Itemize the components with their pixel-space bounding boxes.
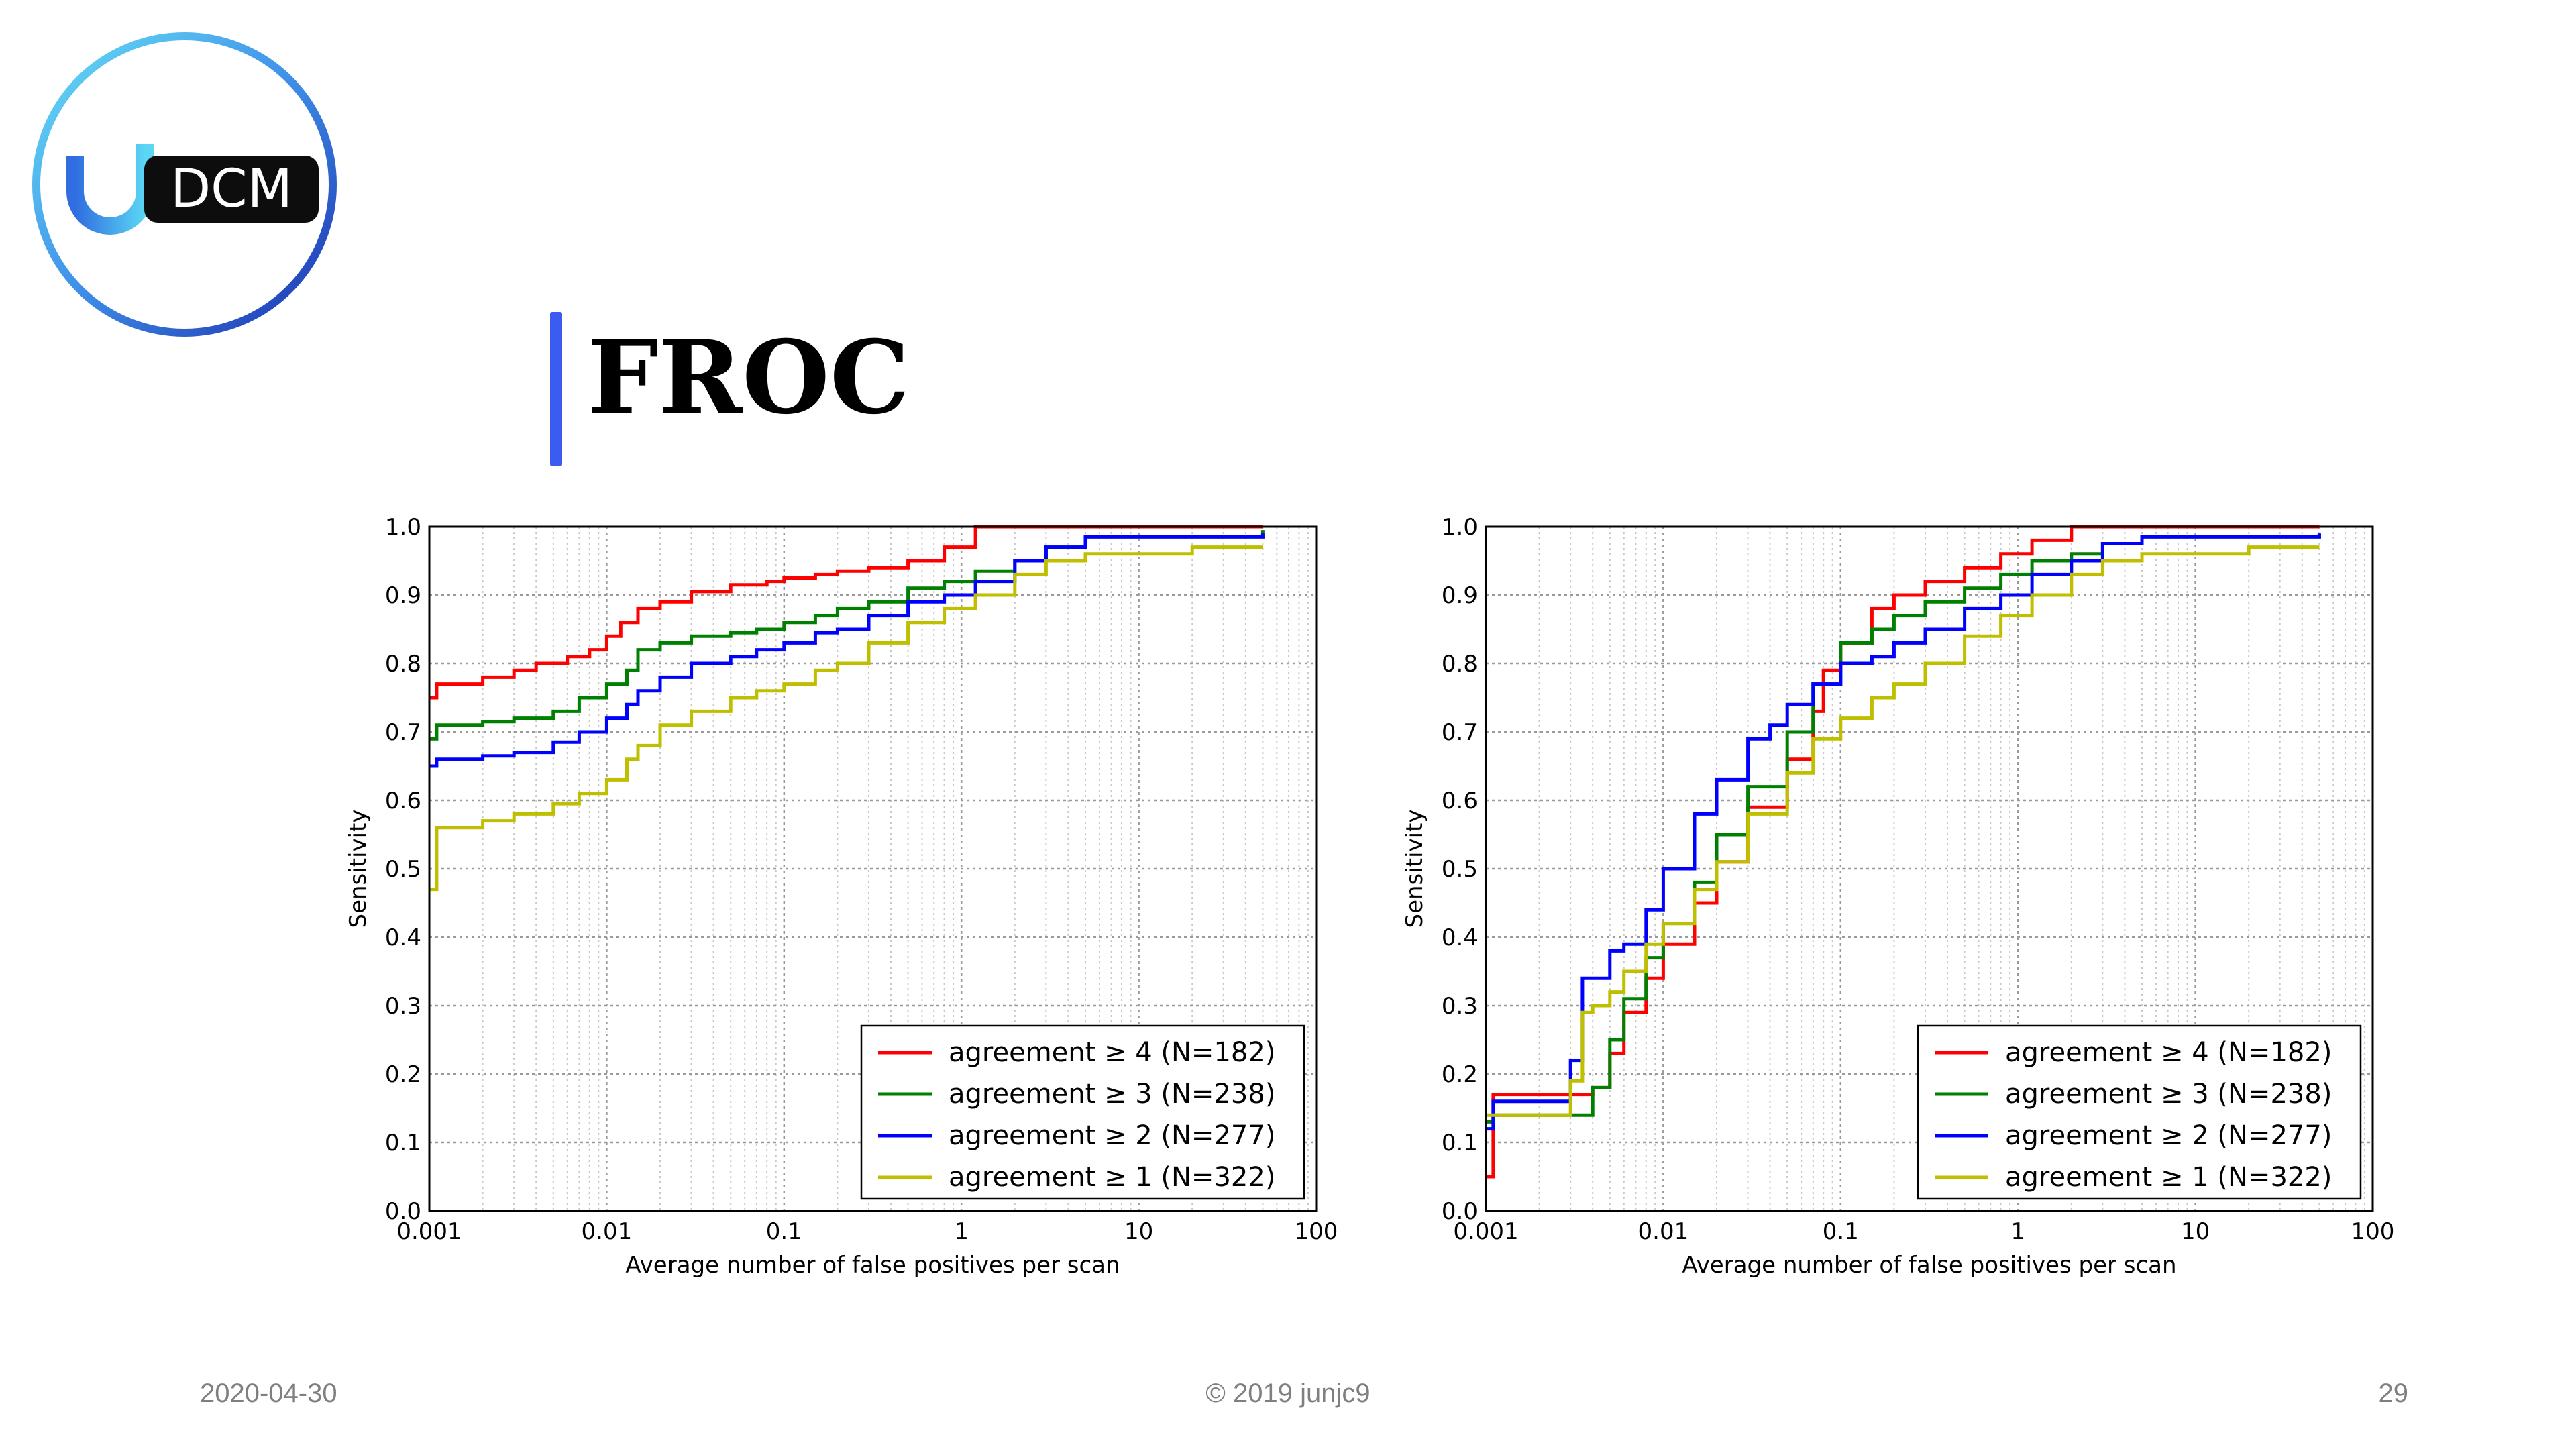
y-axis-label: Sensitivity [345, 809, 372, 928]
legend-label: agreement ≥ 3 (N=238) [2005, 1079, 2332, 1110]
x-tick-label: 0.1 [1823, 1218, 1859, 1245]
series-line-3 [1486, 533, 2321, 1131]
series-line-2 [1486, 533, 2321, 1124]
y-tick-label: 0.6 [385, 788, 421, 814]
legend-label: agreement ≥ 4 (N=182) [2005, 1037, 2332, 1068]
y-tick-label: 1.0 [1442, 514, 1478, 541]
x-tick-label: 1 [2010, 1218, 2025, 1245]
x-axis-label: Average number of false positives per sc… [625, 1252, 1120, 1279]
series-line-1 [1486, 525, 2320, 1179]
y-axis-label: Sensitivity [1401, 809, 1428, 928]
legend-label: agreement ≥ 4 (N=182) [949, 1037, 1275, 1068]
x-tick-label: 10 [1124, 1218, 1153, 1245]
y-tick-label: 0.1 [1442, 1130, 1478, 1157]
footer-date: 2020-04-30 [200, 1379, 337, 1408]
logo-dcm-badge [144, 156, 319, 223]
y-tick-label: 0.9 [1442, 582, 1478, 609]
x-axis-label: Average number of false positives per sc… [1682, 1252, 2176, 1279]
legend-label: agreement ≥ 1 (N=322) [949, 1162, 1275, 1193]
legend: agreement ≥ 4 (N=182) agreement ≥ 3 (N=23… [1917, 1024, 2362, 1200]
y-tick-label: 0.8 [385, 651, 421, 678]
slide-title: FROC [587, 319, 910, 437]
x-tick-label: 0.001 [1453, 1218, 1518, 1245]
logo-u-mark [66, 144, 154, 235]
y-tick-label: 0.0 [1442, 1198, 1478, 1225]
title-accent-bar [550, 312, 562, 466]
y-tick-label: 0.4 [385, 924, 421, 951]
froc-chart-left: 0.001 0.01 0.1 1 10 100 0.0 0.1 0.2 0.3 0.4 0.5 0.6 0… [345, 514, 1338, 1279]
series-line-3 [429, 533, 1265, 768]
series-line-1 [429, 525, 1263, 700]
series-line-2 [429, 530, 1265, 741]
udcm-logo: DCM [27, 27, 342, 342]
y-tick-label: 0.1 [385, 1130, 421, 1157]
x-tick-label: 0.01 [1638, 1218, 1689, 1245]
y-tick-label: 0.7 [1442, 719, 1478, 746]
x-tick-label: 0.1 [766, 1218, 802, 1245]
y-tick-label: 0.6 [1442, 788, 1478, 814]
legend-box [1917, 1024, 2362, 1200]
y-tick-label: 0.5 [1442, 856, 1478, 883]
y-tick-label: 0.0 [385, 1198, 421, 1225]
logo-text: DCM [170, 159, 292, 219]
plot-frame [428, 525, 1318, 1212]
x-tick-label: 100 [1295, 1218, 1338, 1245]
series-line-4 [429, 545, 1263, 892]
legend: agreement ≥ 4 (N=182) agreement ≥ 3 (N=23… [860, 1024, 1305, 1200]
y-tick-label: 0.3 [385, 993, 421, 1020]
y-tick-label: 0.2 [1442, 1061, 1478, 1088]
series-line-4 [1486, 545, 2320, 1117]
plot-frame [1485, 525, 2374, 1212]
y-tick-label: 0.8 [1442, 651, 1478, 678]
y-tick-label: 0.3 [1442, 993, 1478, 1020]
legend-label: agreement ≥ 2 (N=277) [2005, 1120, 2332, 1151]
slide-number: 29 [2378, 1379, 2409, 1408]
legend-label: agreement ≥ 3 (N=238) [949, 1079, 1275, 1110]
y-tick-label: 0.4 [1442, 924, 1478, 951]
legend-label: agreement ≥ 1 (N=322) [2005, 1162, 2332, 1193]
y-tick-label: 0.2 [385, 1061, 421, 1088]
legend-label: agreement ≥ 2 (N=277) [949, 1120, 1275, 1151]
y-tick-label: 1.0 [385, 514, 421, 541]
x-tick-label: 100 [2351, 1218, 2395, 1245]
y-tick-label: 0.5 [385, 856, 421, 883]
y-tick-label: 0.7 [385, 719, 421, 746]
legend-box [860, 1024, 1305, 1200]
froc-chart-right: 0.001 0.01 0.1 1 10 100 0.0 0.1 0.2 0.3 0.4 0.5 0.6 0… [1401, 514, 2395, 1279]
y-tick-label: 0.9 [385, 582, 421, 609]
x-tick-label: 0.01 [582, 1218, 633, 1245]
x-tick-label: 10 [2181, 1218, 2210, 1245]
x-tick-label: 0.001 [396, 1218, 462, 1245]
x-tick-label: 1 [954, 1218, 969, 1245]
footer-copyright: © 2019 junjc9 [1205, 1379, 1371, 1408]
